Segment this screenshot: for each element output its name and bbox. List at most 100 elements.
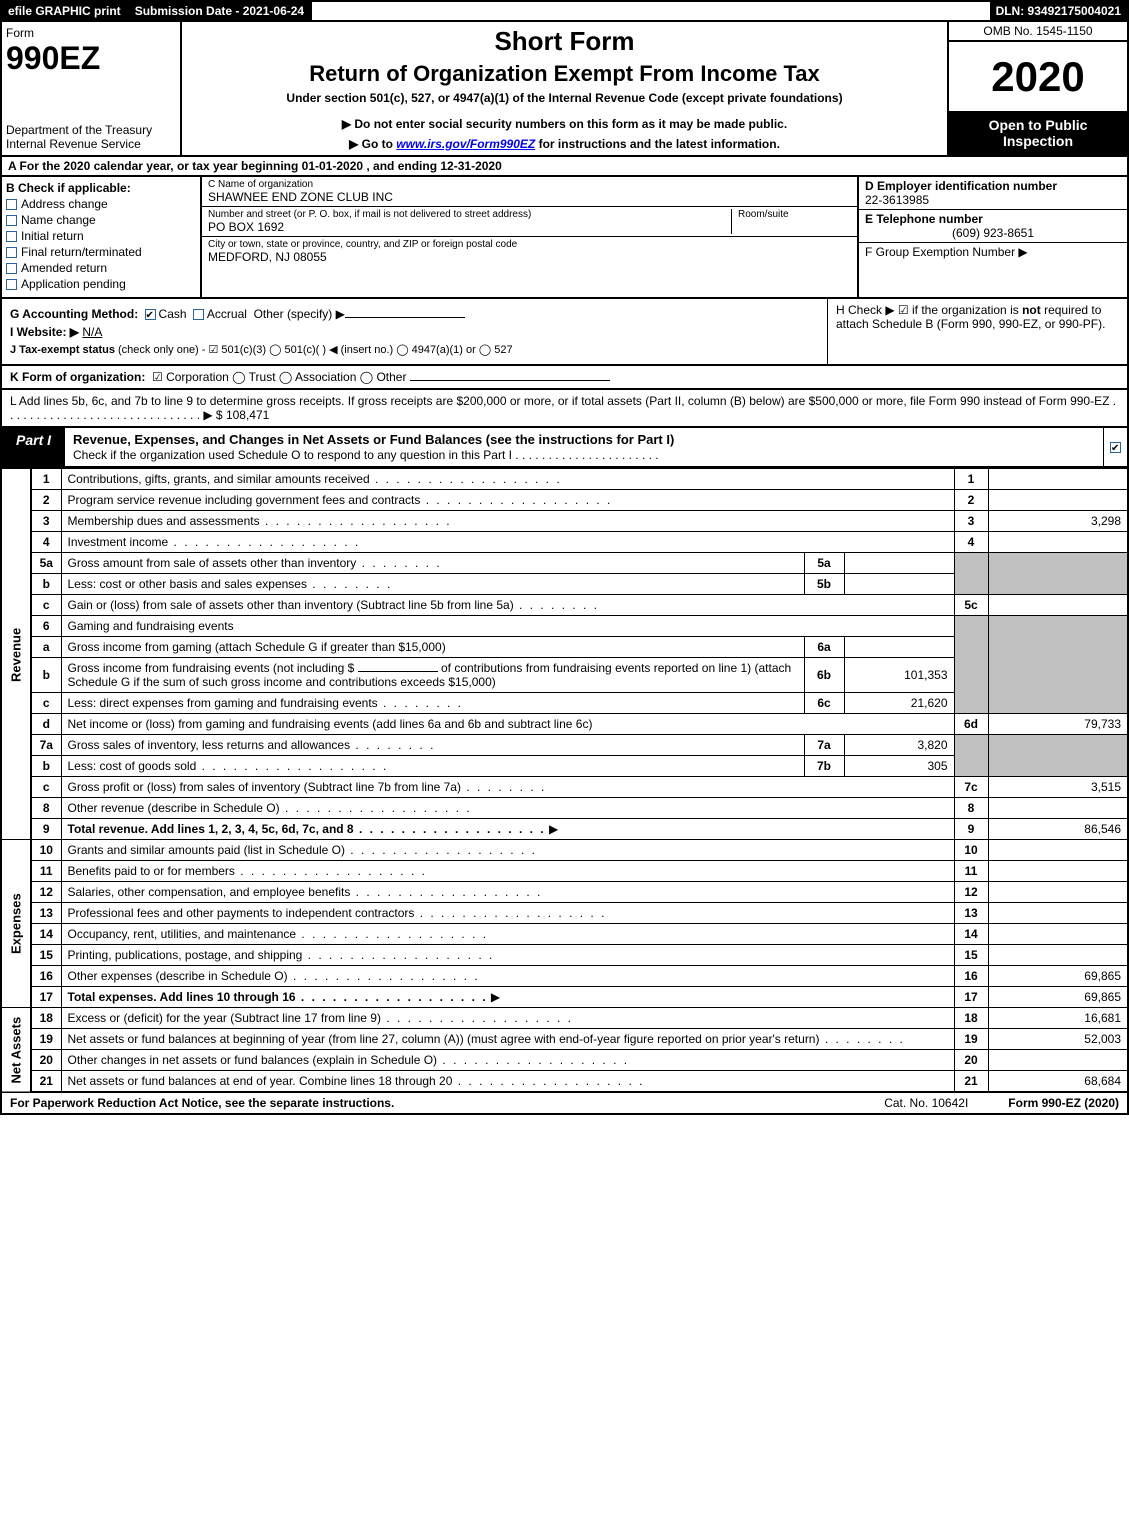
ln1-rnum: 1: [954, 469, 988, 490]
ln3-desc: Membership dues and assessments: [68, 514, 452, 528]
ln20-num: 20: [31, 1050, 61, 1071]
ln1-num: 1: [31, 469, 61, 490]
k-options: ☑ Corporation ◯ Trust ◯ Association ◯ Ot…: [152, 370, 406, 384]
checkbox-name-change[interactable]: [6, 215, 17, 226]
revenue-side-label: Revenue: [1, 469, 31, 840]
part1-header: Part I Revenue, Expenses, and Changes in…: [0, 428, 1129, 468]
ln7c-num: c: [31, 777, 61, 798]
ln19-val: 52,003: [988, 1029, 1128, 1050]
ln11-num: 11: [31, 861, 61, 882]
shade-5ab: [954, 553, 988, 595]
ln18-num: 18: [31, 1008, 61, 1029]
ln6c-desc: Less: direct expenses from gaming and fu…: [68, 696, 464, 710]
checkbox-application-pending[interactable]: [6, 279, 17, 290]
ln17-num: 17: [31, 987, 61, 1008]
checkbox-amended-return[interactable]: [6, 263, 17, 274]
ln7a-subval: 3,820: [844, 735, 954, 756]
ln7b-num: b: [31, 756, 61, 777]
checkbox-address-change[interactable]: [6, 199, 17, 210]
i-label: I Website: ▶: [10, 325, 79, 339]
efile-label[interactable]: efile GRAPHIC print: [2, 2, 129, 20]
ln5b-subval: [844, 574, 954, 595]
checkbox-initial-return[interactable]: [6, 231, 17, 242]
opt-amended-return: Amended return: [21, 261, 107, 275]
ln2-rnum: 2: [954, 490, 988, 511]
ln19-desc: Net assets or fund balances at beginning…: [68, 1032, 905, 1046]
part1-tab: Part I: [2, 428, 65, 466]
phone-value: (609) 923-8651: [865, 226, 1121, 240]
ln16-rnum: 16: [954, 966, 988, 987]
ln6b-pre: Gross income from fundraising events (no…: [68, 661, 358, 675]
ln5b-num: b: [31, 574, 61, 595]
ln11-rnum: 11: [954, 861, 988, 882]
row-k: K Form of organization: ☑ Corporation ◯ …: [0, 366, 1129, 390]
ln14-num: 14: [31, 924, 61, 945]
ein-value: 22-3613985: [865, 193, 1121, 207]
section-b: B Check if applicable: Address change Na…: [2, 177, 202, 297]
ln5b-desc: Less: cost or other basis and sales expe…: [68, 577, 393, 591]
ln13-val: [988, 903, 1128, 924]
section-c: C Name of organization SHAWNEE END ZONE …: [202, 177, 857, 297]
ln6-desc: Gaming and fundraising events: [61, 616, 954, 637]
ln20-val: [988, 1050, 1128, 1071]
group-exemption-label: F Group Exemption Number ▶: [865, 245, 1121, 259]
org-name-value: SHAWNEE END ZONE CLUB INC: [208, 190, 851, 204]
ln12-rnum: 12: [954, 882, 988, 903]
row-a-tax-year: A For the 2020 calendar year, or tax yea…: [0, 157, 1129, 177]
city-value: MEDFORD, NJ 08055: [208, 250, 851, 264]
top-bar: efile GRAPHIC print Submission Date - 20…: [0, 0, 1129, 22]
checkbox-accrual[interactable]: [193, 309, 204, 320]
ln3-rnum: 3: [954, 511, 988, 532]
g-other-blank[interactable]: [345, 317, 465, 318]
section-def: D Employer identification number 22-3613…: [857, 177, 1127, 297]
ln8-num: 8: [31, 798, 61, 819]
ln3-num: 3: [31, 511, 61, 532]
dln-label: DLN: 93492175004021: [990, 2, 1127, 20]
ln19-num: 19: [31, 1029, 61, 1050]
goto-instructions: ▶ Go to www.irs.gov/Form990EZ for instru…: [192, 137, 937, 151]
footer: For Paperwork Reduction Act Notice, see …: [0, 1093, 1129, 1115]
under-section: Under section 501(c), 527, or 4947(a)(1)…: [192, 91, 937, 105]
ln4-rnum: 4: [954, 532, 988, 553]
ln16-num: 16: [31, 966, 61, 987]
ln13-desc: Professional fees and other payments to …: [68, 906, 607, 920]
ln14-rnum: 14: [954, 924, 988, 945]
form-word: Form: [6, 26, 176, 40]
ln9-desc: Total revenue. Add lines 1, 2, 3, 4, 5c,…: [68, 822, 546, 836]
checkbox-final-return[interactable]: [6, 247, 17, 258]
ln6d-val: 79,733: [988, 714, 1128, 735]
k-other-blank[interactable]: [410, 380, 610, 381]
org-name-label: C Name of organization: [208, 179, 851, 190]
ln5a-num: 5a: [31, 553, 61, 574]
ln8-val: [988, 798, 1128, 819]
form-header: Form 990EZ Department of the Treasury In…: [0, 22, 1129, 157]
ln21-val: 68,684: [988, 1071, 1128, 1093]
g-cash: Cash: [159, 307, 187, 321]
part1-schedule-o-checkbox[interactable]: [1110, 442, 1121, 453]
checkbox-cash[interactable]: [145, 309, 156, 320]
ln6d-num: d: [31, 714, 61, 735]
ln17-desc: Total expenses. Add lines 10 through 16: [68, 990, 488, 1004]
ln6b-blank[interactable]: [358, 671, 438, 672]
ln4-val: [988, 532, 1128, 553]
ln10-val: [988, 840, 1128, 861]
opt-application-pending: Application pending: [21, 277, 126, 291]
ln5c-val: [988, 595, 1128, 616]
ln3-val: 3,298: [988, 511, 1128, 532]
ln2-num: 2: [31, 490, 61, 511]
ln10-rnum: 10: [954, 840, 988, 861]
j-label: J Tax-exempt status: [10, 344, 115, 356]
ln17-rnum: 17: [954, 987, 988, 1008]
ln8-rnum: 8: [954, 798, 988, 819]
ln17-val: 69,865: [988, 987, 1128, 1008]
ln11-val: [988, 861, 1128, 882]
ln12-num: 12: [31, 882, 61, 903]
ln12-desc: Salaries, other compensation, and employ…: [68, 885, 543, 899]
ln15-val: [988, 945, 1128, 966]
ln9-rnum: 9: [954, 819, 988, 840]
website-value: N/A: [82, 325, 102, 339]
ln20-rnum: 20: [954, 1050, 988, 1071]
irs-link[interactable]: www.irs.gov/Form990EZ: [396, 137, 535, 151]
ln21-rnum: 21: [954, 1071, 988, 1093]
ln4-desc: Investment income: [68, 535, 361, 549]
